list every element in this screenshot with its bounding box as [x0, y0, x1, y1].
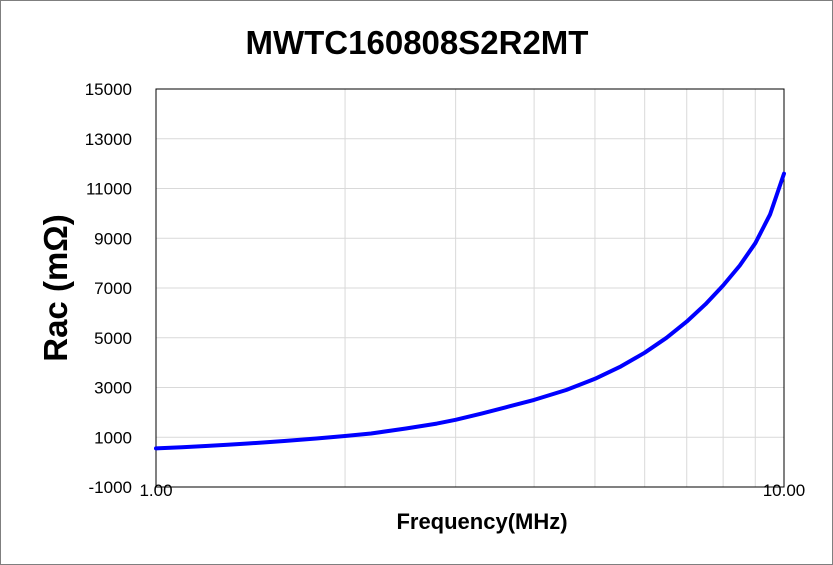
y-tick-label: -1000	[89, 478, 132, 497]
x-axis-tick-labels: 1.00 10.00	[139, 481, 805, 500]
y-tick-label: 15000	[85, 80, 132, 99]
chart-title: MWTC160808S2R2MT	[246, 24, 589, 61]
series-line	[154, 171, 786, 451]
grid-layer	[156, 88, 784, 488]
y-tick-label: 1000	[94, 428, 132, 447]
x-tick-label: 10.00	[763, 481, 806, 500]
x-tick-label: 1.00	[139, 481, 172, 500]
y-tick-label: 5000	[94, 329, 132, 348]
plot-area-border	[155, 88, 785, 488]
x-axis-label: Frequency(MHz)	[396, 509, 567, 534]
y-tick-label: 13000	[85, 130, 132, 149]
y-tick-label: 7000	[94, 279, 132, 298]
y-tick-label: 3000	[94, 379, 132, 398]
y-axis-tick-labels: -1000 1000 3000 5000 7000 9000 11000 13000 15000	[85, 80, 132, 497]
y-axis-label: Rac (mΩ)	[37, 214, 74, 362]
y-tick-label: 11000	[86, 180, 132, 199]
y-tick-label: 9000	[94, 229, 132, 248]
